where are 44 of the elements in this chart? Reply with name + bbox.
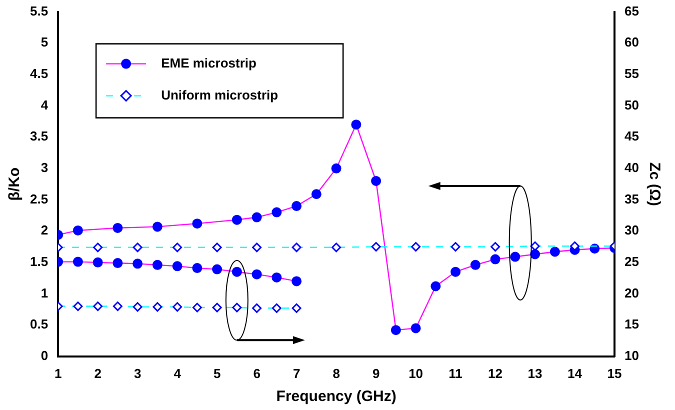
x-tick-label: 14 <box>568 366 583 381</box>
y-tick-label: 2.5 <box>30 191 48 206</box>
x-tick-label: 11 <box>448 366 462 381</box>
y-tick-label: 5.5 <box>30 3 48 18</box>
x-tick-label: 7 <box>292 366 300 381</box>
x-tick-label: 5 <box>213 366 221 381</box>
y2-tick-label: 10 <box>624 348 640 363</box>
x-tick-label: 10 <box>408 366 424 381</box>
x-tick-label: 12 <box>488 366 503 381</box>
y2-tick-label: 30 <box>624 222 640 238</box>
y2-axis-title: Zc (Ω) <box>646 162 663 206</box>
y2-tick-label: 55 <box>624 66 640 82</box>
y2-tick-label: 15 <box>624 316 640 332</box>
y-tick-label: 5 <box>40 34 48 50</box>
y2-tick-label: 65 <box>624 3 640 18</box>
y2-tick-label: 35 <box>624 191 640 206</box>
x-axis-title: Frequency (GHz) <box>276 388 396 406</box>
y-tick-label: 0 <box>40 348 48 363</box>
y-tick-label: 1 <box>40 285 48 300</box>
y2-tick-label: 20 <box>624 285 640 300</box>
x-tick-label: 1 <box>54 366 62 381</box>
x-tick-label: 13 <box>528 366 542 381</box>
y2-tick-label: 40 <box>624 160 640 176</box>
y2-tick-label: 50 <box>624 97 640 112</box>
x-tick-label: 2 <box>94 366 102 381</box>
y2-tick-label: 60 <box>624 34 640 50</box>
x-tick-label: 8 <box>332 366 340 381</box>
y-tick-label: 4.5 <box>30 66 48 82</box>
y-axis-title: β/Ko <box>6 167 24 201</box>
x-tick-label: 15 <box>607 366 622 381</box>
legend-label: EME microstrip <box>161 55 256 70</box>
y-tick-label: 1.5 <box>30 254 48 269</box>
y-tick-label: 3.5 <box>30 128 48 144</box>
y-tick-label: 2 <box>40 222 48 238</box>
y-tick-label: 4 <box>40 97 49 112</box>
x-tick-label: 3 <box>134 366 142 381</box>
y-tick-label: 0.5 <box>30 316 48 332</box>
y2-tick-label: 45 <box>624 128 640 144</box>
x-tick-label: 4 <box>174 366 182 381</box>
y-tick-label: 3 <box>40 160 48 176</box>
x-tick-label: 6 <box>253 366 260 381</box>
x-tick-label: 9 <box>372 366 380 381</box>
y2-tick-label: 25 <box>624 254 640 269</box>
legend-label: Uniform microstrip <box>161 87 278 102</box>
